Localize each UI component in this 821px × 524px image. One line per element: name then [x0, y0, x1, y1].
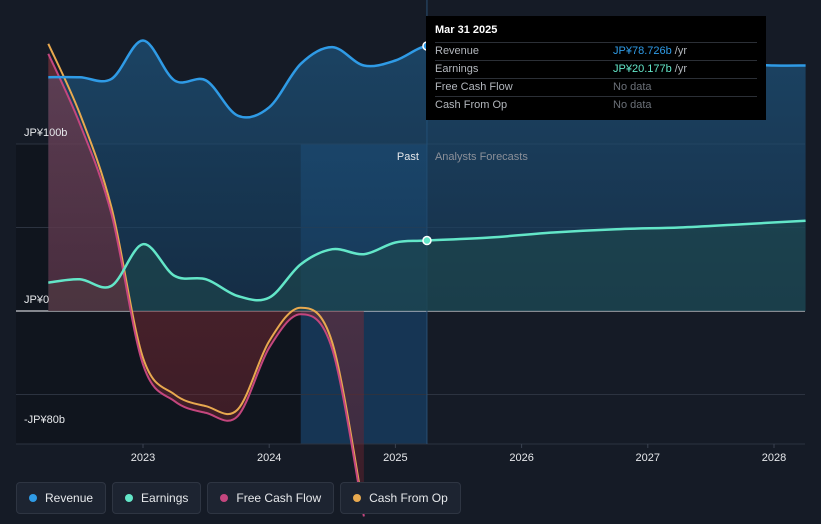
tooltip-row-value: No data: [613, 97, 652, 114]
legend-label: Earnings: [141, 491, 189, 505]
tooltip-row-value: JP¥78.726b /yr: [613, 43, 687, 60]
x-tick-label: 2025: [383, 452, 407, 464]
earnings-line: [48, 219, 806, 302]
cash-from-op-line: [47, 43, 365, 512]
legend-item-revenue[interactable]: Revenue: [16, 482, 107, 514]
x-tick-label: 2023: [131, 452, 155, 464]
tooltip-value-number: No data: [613, 81, 652, 93]
tooltip-row: Earnings JP¥20.177b /yr: [435, 60, 757, 78]
earnings-area: [48, 220, 806, 311]
tooltip-row: Free Cash Flow No data: [435, 78, 757, 96]
tooltip-value-number: No data: [613, 99, 652, 111]
chart-legend: Revenue Earnings Free Cash Flow Cash From O…: [16, 482, 461, 514]
tooltip-row: Revenue JP¥78.726b /yr: [435, 42, 757, 60]
legend-label: Cash From Op: [369, 491, 448, 505]
legend-item-cash-from-op[interactable]: Cash From Op: [340, 482, 461, 514]
legend-dot-icon: [353, 494, 362, 502]
y-tick-label: JP¥100b: [24, 127, 67, 139]
legend-label: Revenue: [45, 491, 94, 505]
legend-dot-icon: [220, 494, 229, 502]
legend-dot-icon: [29, 494, 37, 502]
legend-dot-icon: [125, 494, 134, 502]
forecast-label: Analysts Forecasts: [435, 151, 528, 163]
y-tick-label: JP¥0: [24, 294, 49, 306]
y-tick-label: -JP¥80b: [24, 414, 65, 426]
legend-item-free-cash-flow[interactable]: Free Cash Flow: [207, 482, 335, 514]
tooltip-value-number: JP¥20.177b: [613, 63, 672, 75]
x-tick-label: 2024: [257, 452, 281, 464]
tooltip-row-value: JP¥20.177b /yr: [613, 61, 687, 78]
tooltip-date: Mar 31 2025: [435, 24, 498, 36]
legend-item-earnings[interactable]: Earnings: [112, 482, 202, 514]
tooltip-value-number: JP¥78.726b: [613, 45, 672, 57]
past-label: Past: [397, 151, 419, 163]
legend-label: Free Cash Flow: [236, 491, 322, 505]
tooltip-row-label: Cash From Op: [435, 99, 508, 111]
x-tick-label: 2027: [636, 452, 660, 464]
hover-tooltip: Mar 31 2025 Revenue JP¥78.726b /yr Earning…: [426, 16, 766, 120]
free-cash-flow-line: [47, 53, 365, 517]
tooltip-row-label: Earnings: [435, 63, 479, 75]
tooltip-value-unit: /yr: [671, 63, 687, 75]
tooltip-row-label: Revenue: [435, 45, 480, 57]
x-tick-label: 2026: [509, 452, 533, 464]
tooltip-value-unit: /yr: [671, 45, 687, 57]
tooltip-row-label: Free Cash Flow: [435, 81, 513, 93]
earnings-marker: [422, 235, 432, 246]
tooltip-row: Cash From Op No data: [435, 96, 757, 114]
tooltip-row-value: No data: [613, 79, 652, 96]
x-tick-label: 2028: [762, 452, 786, 464]
